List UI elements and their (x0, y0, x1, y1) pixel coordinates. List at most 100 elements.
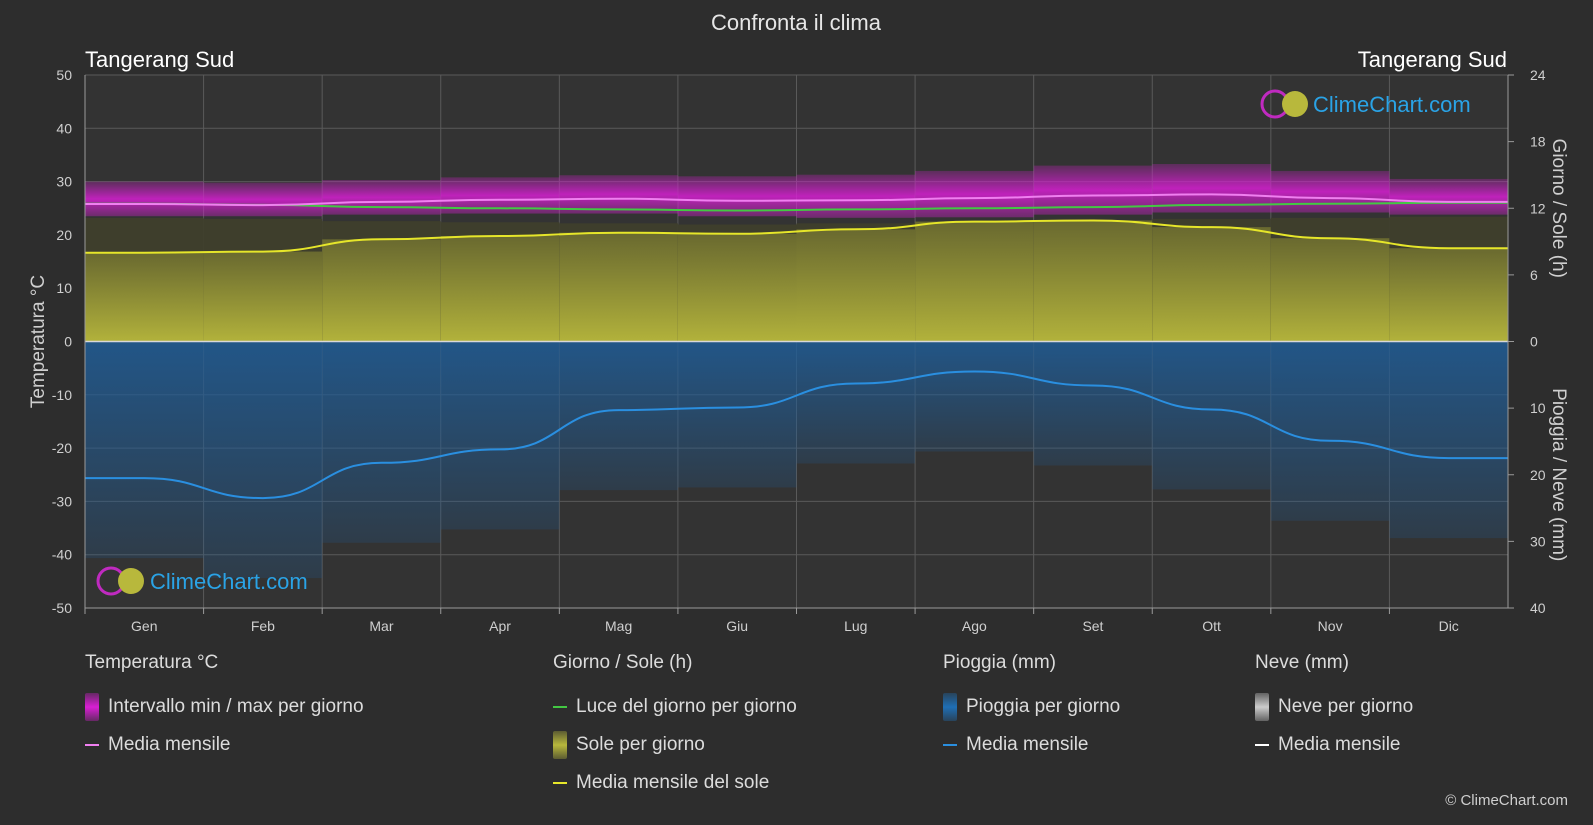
tick-label-right-top: 12 (1530, 200, 1546, 216)
temperature-range-bar (559, 175, 678, 214)
sunshine-bar (85, 252, 204, 342)
logo-text-top: ClimeChart.com (1313, 92, 1471, 117)
sunshine-bar (203, 251, 323, 342)
axes: 50 40 30 20 10 0 -10 -20 -30 -40 -50 24 18 12 6 0 10 20 30… (28, 67, 1569, 634)
legend-swatch-rect-icon (943, 693, 957, 721)
temperature-range-bar (1389, 178, 1508, 215)
legend-swatch-line-icon (553, 706, 567, 708)
legend-item-label: Media mensile del sole (576, 772, 770, 793)
sunshine-bars (85, 216, 1508, 342)
sunshine-bar (1152, 227, 1271, 342)
legend-group-title: Neve (mm) (1255, 652, 1349, 673)
tick-label-left: -50 (52, 600, 72, 616)
legend-swatch-line-icon (943, 744, 957, 746)
rain-bar (559, 341, 678, 491)
location-left: Tangerang Sud (85, 47, 234, 72)
legend-swatch-rect-icon (85, 693, 99, 721)
legend-item: Media mensile (1255, 726, 1413, 764)
tick-label-left: 0 (64, 334, 72, 350)
tick-label-left: -20 (52, 440, 72, 456)
rain-bar (796, 341, 916, 464)
logo-top: ClimeChart.com (1260, 89, 1471, 119)
sunshine-bar (1270, 238, 1390, 342)
legend-item-label: Luce del giorno per giorno (576, 696, 797, 717)
sunshine-bar (677, 233, 797, 342)
sunshine-bar (796, 229, 916, 342)
legend-swatch-rect-icon (1255, 693, 1269, 721)
tick-label-left: 50 (56, 67, 72, 83)
tick-label-right-bottom: 30 (1530, 533, 1546, 549)
logo-text-bottom: ClimeChart.com (150, 569, 308, 594)
tick-label-left: -10 (52, 387, 72, 403)
logo-sun-icon (1282, 91, 1308, 117)
rain-bar (1270, 341, 1390, 521)
rain-bar (85, 341, 204, 559)
legend-item: Sole per giorno (553, 726, 797, 764)
y-axis-title-left: Temperatura °C (28, 275, 49, 408)
legend-item-label: Media mensile (1278, 734, 1401, 755)
tick-label-right-top: 24 (1530, 67, 1546, 83)
y-axis-title-right-top: Giorno / Sole (h) (1548, 139, 1569, 278)
chart-title: Confronta il clima (711, 10, 882, 35)
month-label: Mar (369, 618, 393, 634)
logo-bottom: ClimeChart.com (96, 566, 308, 596)
temperature-range-bar (85, 181, 204, 217)
legend-group-title: Pioggia (mm) (943, 652, 1056, 673)
tick-label-left: -30 (52, 493, 72, 509)
month-label: Set (1082, 618, 1103, 634)
tick-label-right-bottom: 40 (1530, 600, 1546, 616)
rain-bar (322, 341, 441, 543)
rain-bar (1389, 341, 1508, 539)
mean-lines (84, 193, 1509, 500)
tick-label-right-top: 0 (1530, 334, 1538, 350)
tick-label-right-top: 6 (1530, 267, 1538, 283)
legend-item: Pioggia per giorno (943, 688, 1120, 726)
month-label: Ago (962, 618, 987, 634)
month-label: Dic (1439, 618, 1459, 634)
legend-item: Luce del giorno per giorno (553, 688, 797, 726)
sunshine-bar (559, 232, 678, 342)
legend-swatch-line-icon (85, 744, 99, 746)
legend-item: Media mensile del sole (553, 764, 797, 802)
logo-sun-icon (118, 568, 144, 594)
month-label: Mag (605, 618, 632, 634)
sunshine-mean-line (85, 219, 1508, 254)
rain-bar (440, 341, 560, 530)
legend-item: Intervallo min / max per giorno (85, 688, 364, 726)
rain-bar (677, 341, 797, 488)
month-label: Ott (1202, 618, 1221, 634)
legend-group: Temperatura °C Intervallo min / max per g… (85, 652, 364, 764)
temperature-range-bar (322, 180, 441, 215)
sunshine-bar (322, 239, 441, 342)
legend-item-label: Pioggia per giorno (966, 696, 1121, 717)
copyright: © ClimeChart.com (1445, 792, 1568, 809)
rain-mean-line (84, 370, 1509, 500)
tick-label-left: 40 (56, 120, 72, 136)
month-label: Giu (726, 618, 748, 634)
legend-swatch-rect-icon (553, 731, 567, 759)
legend-item-label: Media mensile (966, 734, 1089, 755)
temperature-mean-line (85, 193, 1508, 207)
legend-item-label: Sole per giorno (576, 734, 705, 755)
legend-swatch-line-icon (1255, 744, 1269, 746)
legend-group: Pioggia (mm) Pioggia per giorno Media mens… (943, 652, 1120, 764)
legend-item-label: Media mensile (108, 734, 231, 755)
sunshine-bar (440, 236, 560, 342)
climate-chart: Confronta il clima Tangerang Sud Tangera… (28, 10, 1569, 634)
tick-label-right-bottom: 20 (1530, 467, 1546, 483)
rain-bar (1033, 341, 1153, 466)
temperature-range-bar (796, 174, 916, 218)
month-label: Gen (131, 618, 157, 634)
rain-bars (85, 341, 1508, 579)
legend-item: Media mensile (943, 726, 1120, 764)
sunshine-bar (1389, 248, 1508, 342)
location-right: Tangerang Sud (1358, 47, 1507, 72)
y-axis-title-right-bottom: Pioggia / Neve (mm) (1548, 388, 1569, 561)
temperature-range-bar (1270, 170, 1390, 213)
month-label: Apr (489, 618, 511, 634)
temperature-range-bar (915, 170, 1034, 218)
month-label: Feb (251, 618, 275, 634)
legend-group: Giorno / Sole (h) Luce del giorno per gio… (553, 652, 797, 802)
legend-group-title: Temperatura °C (85, 652, 219, 673)
temperature-range-bar (203, 182, 323, 217)
